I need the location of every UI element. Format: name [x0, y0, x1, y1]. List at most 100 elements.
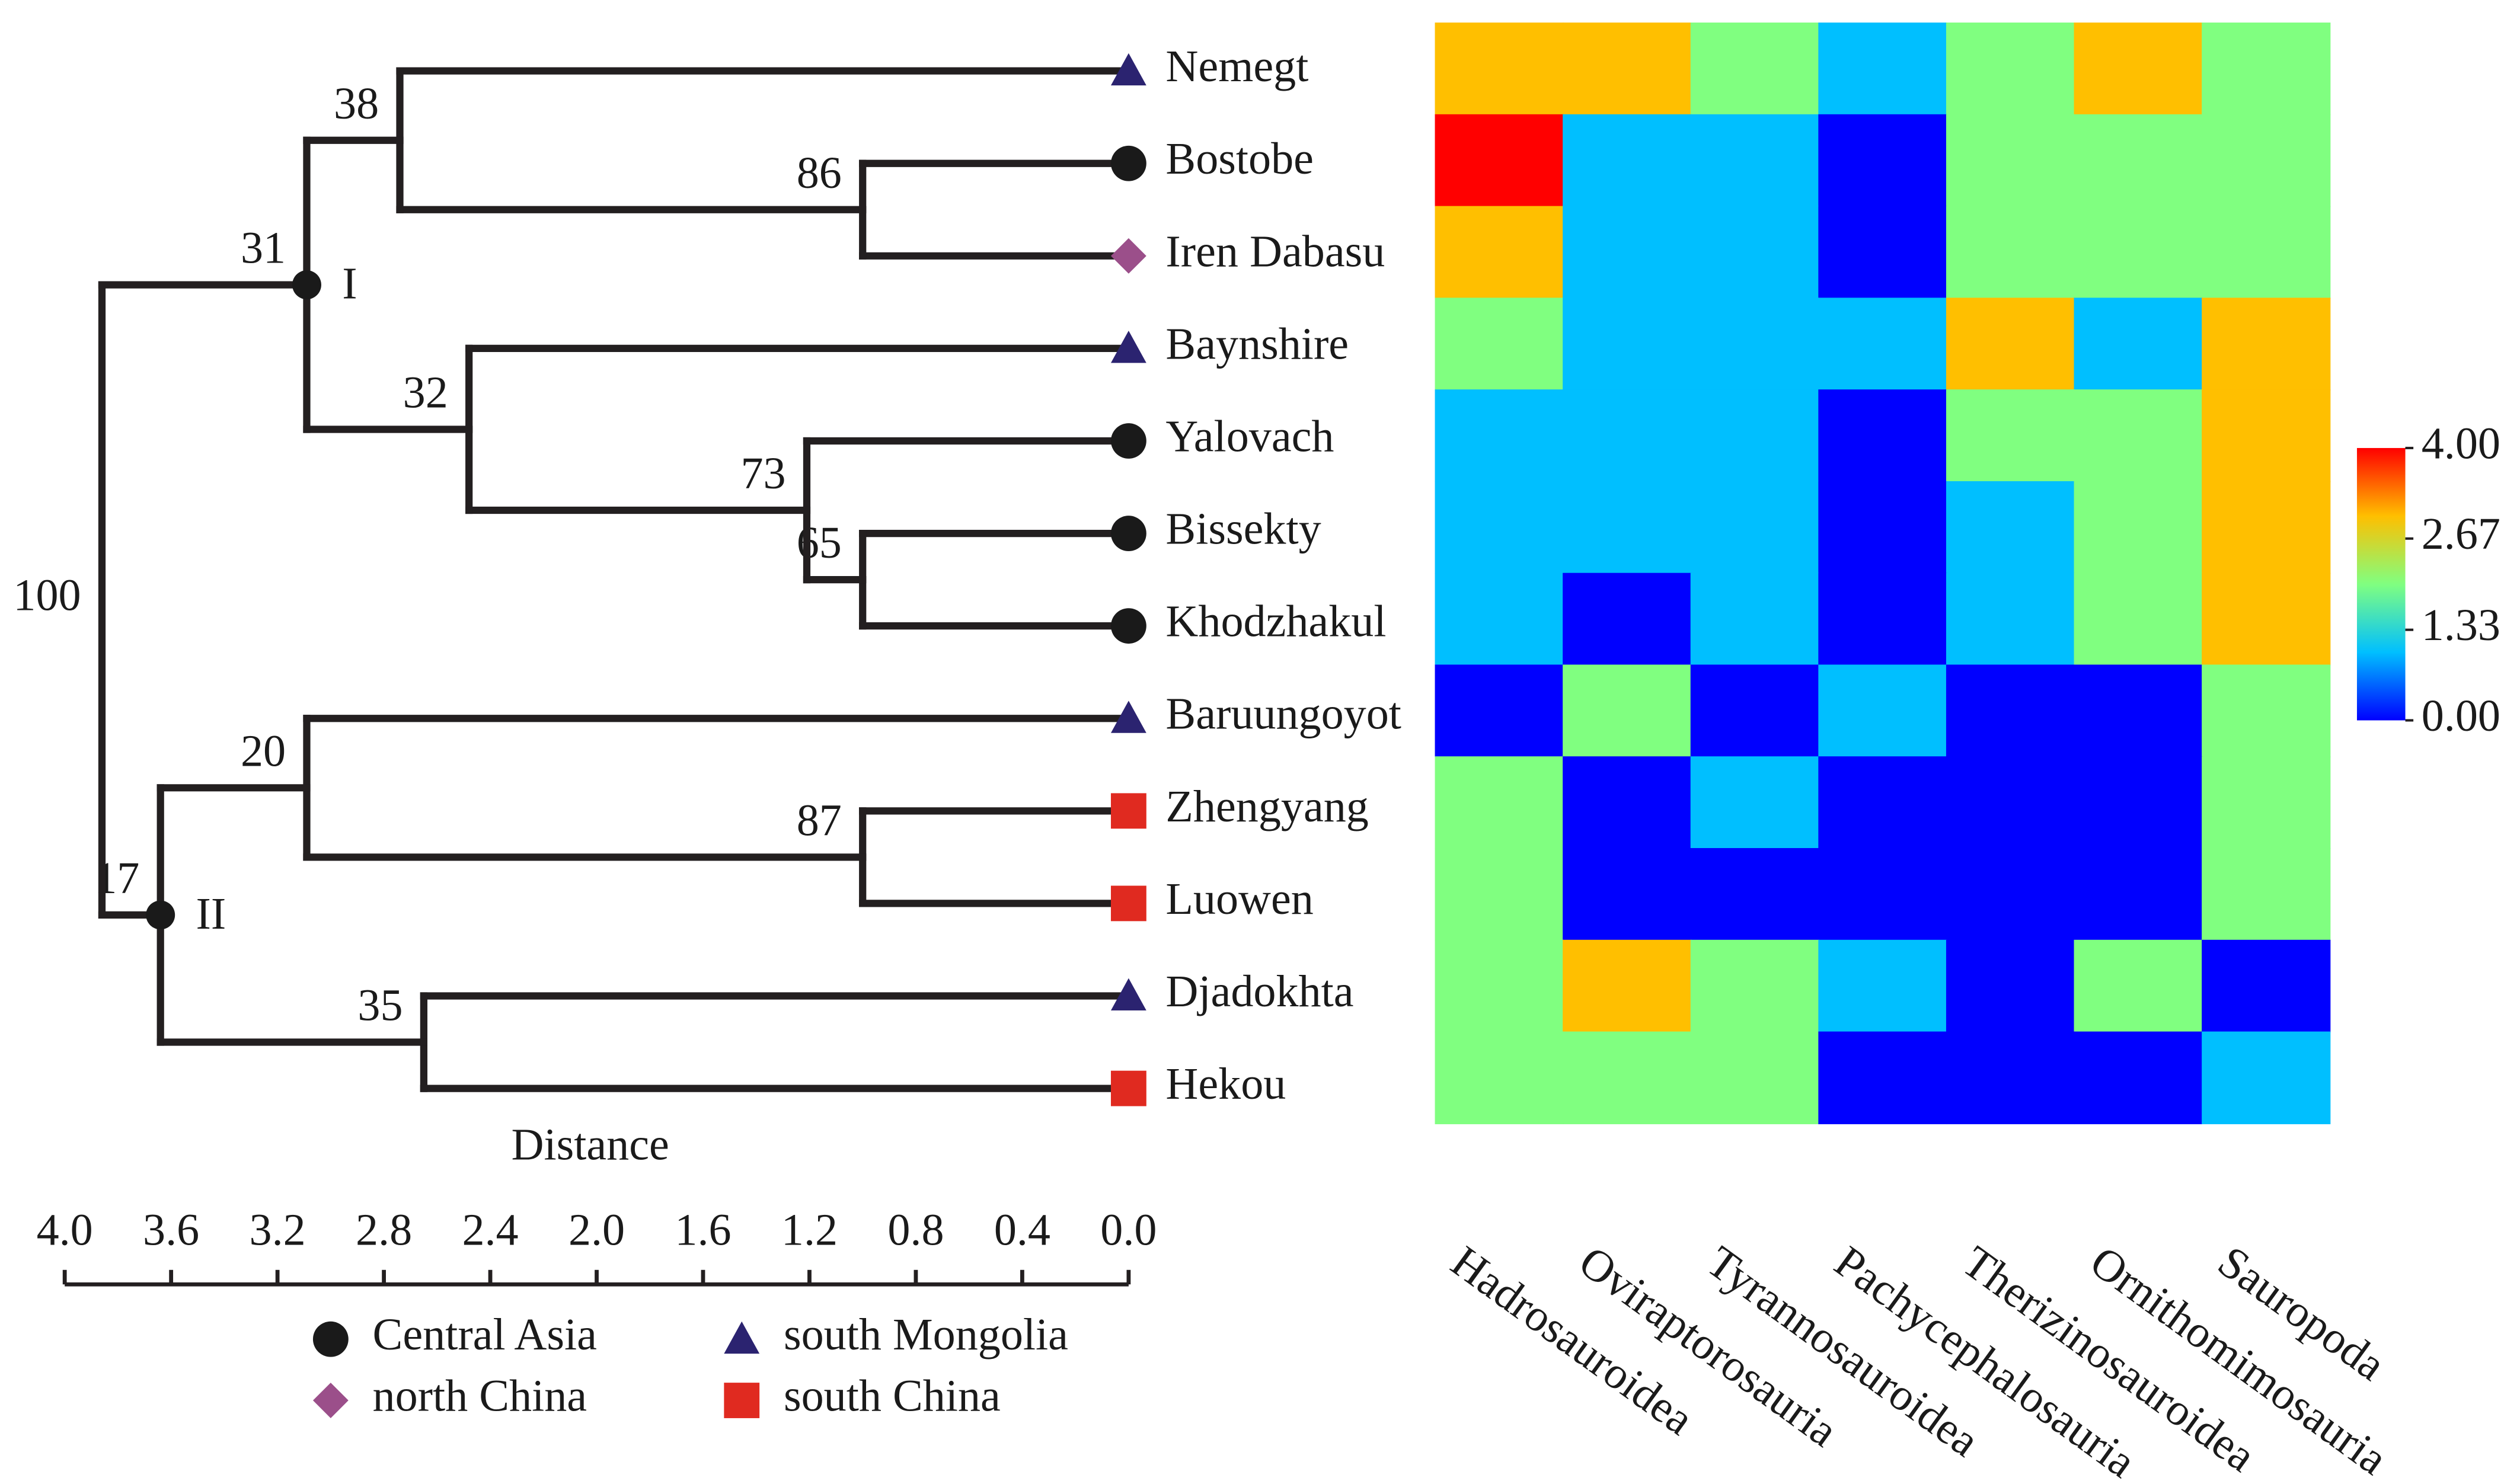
heatmap-cell	[2202, 756, 2331, 849]
heatmap-cell	[1563, 23, 1692, 116]
heatmap-cell	[1946, 298, 2075, 391]
heatmap-cell	[1435, 1031, 1564, 1124]
heatmap-cell	[1946, 848, 2075, 941]
node-label: II	[196, 889, 226, 939]
heatmap-cell	[2202, 481, 2331, 574]
heatmap-cell	[2074, 664, 2203, 757]
heatmap-cell	[1690, 389, 1819, 482]
legend-marker	[724, 1383, 760, 1418]
heatmap-cell	[1435, 848, 1564, 941]
heatmap-cell	[2202, 206, 2331, 299]
node-marker	[146, 900, 175, 930]
heatmap-cell	[1818, 389, 1947, 482]
x-tick-label: 2.8	[356, 1205, 412, 1255]
heatmap-cell	[2074, 572, 2203, 666]
heatmap-cell	[1435, 298, 1564, 391]
leaf-label: Baynshire	[1165, 319, 1349, 369]
support-value: 35	[357, 981, 403, 1031]
heatmap-cell	[2202, 389, 2331, 482]
leaf-label: Bostobe	[1165, 134, 1314, 184]
leaf-label: Baruungoyot	[1165, 689, 1401, 739]
heatmap-cell	[1563, 848, 1692, 941]
leaf-marker	[1110, 423, 1146, 459]
x-tick-label: 1.2	[781, 1205, 838, 1255]
colorbar	[2356, 447, 2406, 721]
legend-label: south China	[784, 1371, 1001, 1421]
colorbar-tick-label: 4.00	[2422, 418, 2500, 468]
heatmap-cell	[1818, 481, 1947, 574]
leaf-marker	[1110, 145, 1146, 181]
support-value: 73	[740, 449, 785, 498]
heatmap-cell	[1690, 23, 1819, 116]
heatmap-cell	[1818, 939, 1947, 1033]
heatmap-cell	[1946, 1031, 2075, 1124]
heatmap-cell	[1690, 939, 1819, 1033]
heatmap-cell	[2202, 114, 2331, 207]
heatmap-cell	[1946, 481, 2075, 574]
heatmap-cell	[1435, 206, 1564, 299]
heatmap-cell	[2074, 114, 2203, 207]
x-tick-label: 3.2	[250, 1205, 306, 1255]
leaf-marker	[1110, 978, 1146, 1010]
heatmap-cell	[1818, 114, 1947, 207]
heatmap-cell	[2202, 848, 2331, 941]
leaf-marker	[1110, 238, 1146, 274]
legend-marker	[724, 1321, 760, 1354]
leaf-marker	[1110, 885, 1146, 922]
heatmap-cell	[1563, 664, 1692, 757]
heatmap-cell	[1563, 756, 1692, 849]
colorbar-tick-label: 0.00	[2422, 691, 2500, 741]
heatmap-cell	[1435, 23, 1564, 116]
leaf-label: Yalovach	[1165, 411, 1334, 461]
x-tick-label: 0.8	[887, 1205, 944, 1255]
support-value: 87	[797, 795, 842, 845]
legend-label: Central Asia	[373, 1310, 597, 1360]
heatmap-cell	[1435, 939, 1564, 1033]
heatmap-cell	[1563, 481, 1692, 574]
x-tick-label: 0.0	[1100, 1205, 1157, 1255]
heatmap-cell	[2202, 1031, 2331, 1124]
heatmap-cell	[1818, 23, 1947, 116]
leaf-marker	[1110, 516, 1146, 551]
heatmap-cell	[1435, 389, 1564, 482]
heatmap-cell	[2202, 298, 2331, 391]
heatmap-cell	[1690, 481, 1819, 574]
heatmap-cell	[1818, 848, 1947, 941]
leaf-label: Nemegt	[1165, 41, 1308, 91]
heatmap-cell	[1690, 664, 1819, 757]
legend-label: north China	[373, 1371, 587, 1421]
heatmap-cell	[2202, 939, 2331, 1033]
x-tick-label: 2.4	[462, 1205, 518, 1255]
heatmap-cell	[1690, 848, 1819, 941]
leaf-marker	[1110, 793, 1146, 829]
heatmap-cell	[1818, 756, 1947, 849]
heatmap-cell	[2074, 756, 2203, 849]
heatmap-cell	[2074, 848, 2203, 941]
support-value: 38	[334, 79, 379, 129]
x-tick-label: 4.0	[37, 1205, 93, 1255]
heatmap-cell	[1818, 298, 1947, 391]
legend-marker	[312, 1383, 349, 1418]
axis-title: Distance	[511, 1119, 669, 1169]
heatmap-cell	[2074, 389, 2203, 482]
heatmap-cell	[2074, 939, 2203, 1033]
support-value: 20	[241, 726, 286, 776]
x-tick-label: 1.6	[675, 1205, 731, 1255]
support-value: 100	[13, 571, 81, 620]
heatmap-cell	[2074, 1031, 2203, 1124]
node-marker	[292, 270, 321, 300]
leaf-label: Zhengyang	[1165, 782, 1368, 831]
heatmap-cell	[1946, 664, 2075, 757]
leaf-marker	[1110, 53, 1146, 86]
leaf-label: Bissekty	[1165, 504, 1321, 554]
legend-marker	[312, 1321, 349, 1357]
support-value: 32	[403, 368, 448, 418]
support-value: 31	[241, 223, 286, 273]
leaf-label: Iren Dabasu	[1165, 226, 1385, 276]
heatmap-cell	[2202, 664, 2331, 757]
heatmap-cell	[2074, 481, 2203, 574]
colorbar-tick-label: 2.67	[2422, 509, 2500, 559]
heatmap-cell	[2074, 206, 2203, 299]
heatmap-cell	[1435, 572, 1564, 666]
